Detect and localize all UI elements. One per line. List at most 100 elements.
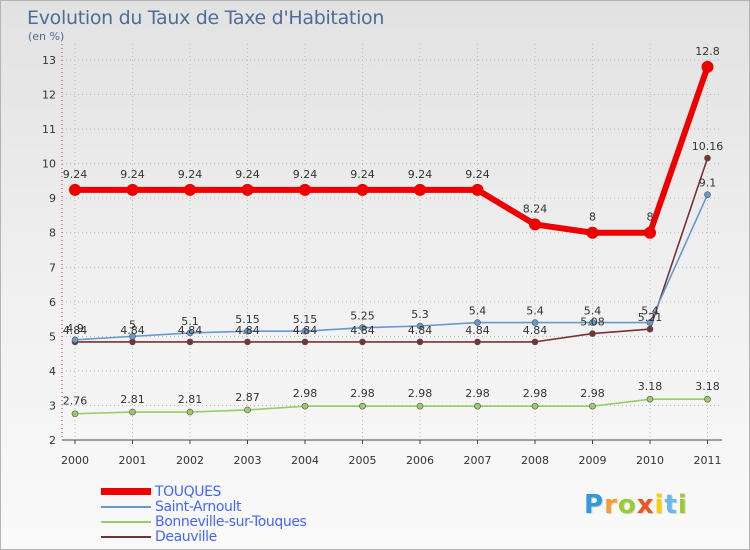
- data-point: [531, 338, 539, 346]
- legend-label: Deauville: [155, 529, 217, 545]
- logo-letter: r: [604, 490, 618, 520]
- data-label: 4.84: [465, 324, 490, 337]
- series-bonneville-sur-touques: [71, 395, 711, 418]
- data-point: [704, 395, 711, 403]
- data-label: 9.24: [63, 168, 88, 181]
- logo-letter: i: [677, 490, 688, 520]
- data-label: 2.98: [523, 387, 548, 400]
- data-label: 4.84: [523, 324, 548, 337]
- data-point: [474, 319, 481, 326]
- y-tick-label: 10: [42, 158, 56, 171]
- data-label: 2.87: [235, 391, 260, 404]
- data-point: [414, 183, 426, 196]
- data-point: [186, 329, 194, 337]
- data-point: [129, 408, 136, 416]
- legend-label: Bonneville-sur-Touques: [155, 514, 307, 530]
- x-tick-label: 2011: [694, 454, 722, 467]
- data-point: [589, 330, 596, 337]
- proxiti-logo: Proxiti: [584, 490, 688, 520]
- chart-subtitle: (en %): [28, 30, 65, 43]
- data-point: [359, 402, 366, 410]
- data-label: 3.18: [638, 380, 663, 393]
- data-point: [529, 218, 541, 231]
- data-label: 5.08: [580, 316, 605, 329]
- data-label: 8.24: [523, 202, 548, 215]
- legend-label: TOUQUES: [155, 484, 222, 500]
- data-label: 9.24: [293, 168, 318, 181]
- data-point: [241, 183, 254, 196]
- data-point: [71, 336, 79, 344]
- y-tick-label: 8: [49, 227, 56, 240]
- logo-letter: i: [654, 490, 665, 520]
- data-point: [69, 183, 81, 196]
- data-label: 5.3: [411, 308, 429, 321]
- series-deauville: [71, 154, 711, 346]
- data-labels-deauville: 4.84 4.84 4.84 4.84 4.84 4.84 4.84 4.84 4.84 5.08…: [63, 140, 724, 337]
- data-label: 4.84: [293, 324, 318, 337]
- data-label: 5.4: [469, 305, 487, 318]
- x-tick-label: 2001: [119, 454, 147, 467]
- data-label: 5.21: [638, 311, 663, 324]
- data-point: [301, 338, 309, 346]
- data-label: 8: [647, 211, 654, 224]
- series-line: [74, 157, 709, 343]
- data-label: 2.98: [350, 387, 375, 400]
- data-label: 5.1: [181, 315, 199, 328]
- x-tick-label: 2010: [636, 454, 664, 467]
- data-label: 9.24: [350, 168, 375, 181]
- data-point: [704, 191, 711, 199]
- logo-letter: x: [636, 490, 655, 520]
- y-tick-label: 7: [49, 261, 56, 274]
- y-tick-label: 13: [42, 54, 56, 67]
- grid-lines: [62, 44, 722, 441]
- data-label: 2.81: [120, 393, 145, 406]
- data-label: 9.24: [465, 168, 490, 181]
- data-label: 2.98: [293, 387, 318, 400]
- data-label: 9.24: [120, 168, 145, 181]
- data-labels-touques: 9.24 9.24 9.24 9.24 9.24 9.24 9.24 9.24 8.24 8 8 12…: [63, 45, 720, 224]
- y-tick-label: 4: [49, 365, 56, 378]
- data-label: 9.1: [699, 177, 717, 190]
- data-point: [474, 338, 481, 346]
- data-label: 4.9: [66, 322, 84, 335]
- data-point: [186, 338, 194, 346]
- data-point: [71, 410, 79, 418]
- data-point: [531, 319, 539, 326]
- data-label: 4.84: [235, 324, 260, 337]
- y-tick-label: 11: [42, 123, 56, 136]
- data-point: [471, 183, 484, 196]
- y-tick-label: 6: [49, 296, 56, 309]
- data-label: 8: [589, 211, 596, 224]
- data-point: [184, 183, 196, 196]
- data-point: [301, 327, 309, 335]
- data-point: [589, 402, 596, 410]
- data-point: [356, 183, 369, 196]
- x-tick-label: 2005: [349, 454, 377, 467]
- logo-letter: t: [664, 490, 678, 520]
- x-tick-label: 2003: [234, 454, 262, 467]
- data-point: [646, 319, 654, 326]
- data-point: [244, 327, 251, 335]
- data-label: 5.25: [350, 310, 375, 323]
- series-line: [74, 193, 709, 341]
- data-label: 5: [129, 318, 136, 331]
- data-label: 5.4: [584, 305, 602, 318]
- y-tick-label: 2: [49, 434, 56, 447]
- data-point: [646, 395, 654, 403]
- data-label: 2.98: [465, 387, 490, 400]
- data-label: 5.15: [235, 313, 260, 326]
- y-tick-label: 3: [49, 399, 56, 412]
- x-tick-label: 2000: [61, 454, 89, 467]
- data-point: [359, 324, 366, 332]
- data-label: 4.84: [178, 324, 203, 337]
- legend-swatch: [101, 488, 151, 495]
- legend-swatch: [101, 536, 151, 538]
- data-point: [186, 408, 194, 416]
- data-label: 2.81: [178, 393, 203, 406]
- data-point: [301, 402, 309, 410]
- data-label: 5.4: [641, 305, 659, 318]
- data-label: 4.84: [408, 324, 433, 337]
- data-label: 4.84: [120, 324, 145, 337]
- data-point: [589, 319, 596, 326]
- data-label: 4.84: [350, 324, 375, 337]
